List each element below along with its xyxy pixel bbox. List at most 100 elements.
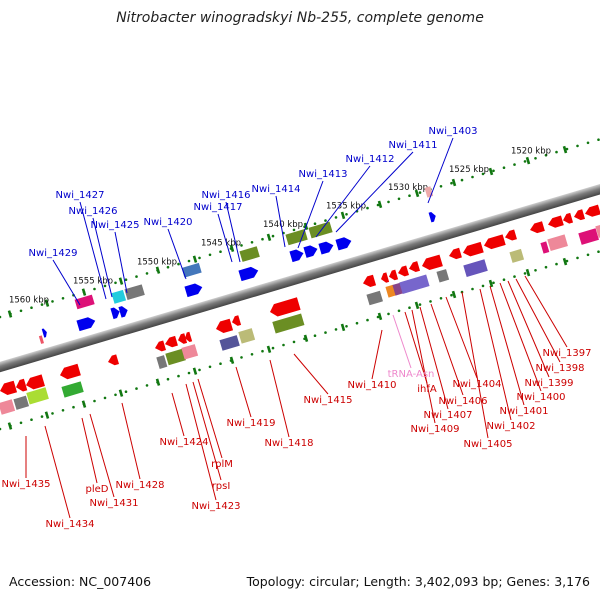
reverse-gene-arrow xyxy=(409,261,421,273)
ruler-dot xyxy=(114,393,117,397)
category-block xyxy=(61,381,84,398)
leader-line xyxy=(524,275,568,348)
forward-gene-arrow xyxy=(428,212,436,223)
gene-label: Nwi_1418 xyxy=(265,438,314,449)
forward-gene-arrow xyxy=(303,245,318,258)
ruler-dot xyxy=(0,315,2,319)
ruler-dot xyxy=(324,331,327,334)
gene-label: Nwi_1398 xyxy=(536,363,585,374)
ruler-dot xyxy=(597,138,600,141)
reverse-gene-arrow xyxy=(165,335,178,348)
reverse-gene-arrow xyxy=(0,380,18,396)
leader-line xyxy=(197,378,223,459)
forward-gene-arrow xyxy=(110,307,120,320)
category-block xyxy=(595,224,600,238)
ruler-dot xyxy=(523,272,527,275)
ruler-label: 1540 kbp xyxy=(263,220,303,230)
topology-label: Topology: circular; Length: 3,402,093 bp… xyxy=(246,574,590,589)
leader-line xyxy=(404,311,428,384)
ruler-dot xyxy=(429,300,432,303)
ruler-tick xyxy=(525,268,531,277)
ruler-dot xyxy=(198,368,201,372)
leader-line xyxy=(275,195,286,248)
leader-line xyxy=(293,353,329,395)
ruler-tick xyxy=(488,279,494,288)
ruler-dot xyxy=(51,300,54,303)
category-block xyxy=(124,284,145,300)
leader-line xyxy=(335,151,414,233)
ruler-tick xyxy=(377,200,383,209)
gene-label: Nwi_1424 xyxy=(160,437,209,448)
ruler-dot xyxy=(219,250,222,253)
ruler-label: 1545 kbp xyxy=(201,239,241,249)
ruler-label: 1520 kbp xyxy=(511,147,551,157)
ruler-dot xyxy=(534,269,537,272)
gene-label: Nwi_1397 xyxy=(543,348,592,359)
reverse-gene-arrow xyxy=(563,212,574,224)
ruler-dot xyxy=(240,244,243,247)
gene-label: Nwi_1431 xyxy=(90,498,139,509)
leader-line xyxy=(411,309,436,424)
ruler-dot xyxy=(408,306,411,310)
ruler-label: 1555 kbp xyxy=(73,276,113,286)
ruler-tick xyxy=(451,290,457,299)
forward-gene-arrow xyxy=(289,249,304,263)
ruler-dot xyxy=(555,262,558,266)
reverse-gene-arrow xyxy=(108,354,120,366)
ruler-dot xyxy=(544,153,548,157)
ruler-dot xyxy=(502,278,506,282)
leader-line xyxy=(114,231,128,294)
gene-label: rpsI xyxy=(212,481,231,492)
leader-line xyxy=(52,259,81,306)
figure-title: Nitrobacter winogradskyi Nb-255, complet… xyxy=(116,10,484,26)
label-leader-lines xyxy=(25,137,568,519)
category-block xyxy=(509,248,525,263)
reverse-gene-arrow xyxy=(505,229,517,241)
ruler-dot xyxy=(61,297,65,300)
ruler-dot xyxy=(93,287,96,291)
leader-line xyxy=(225,201,241,263)
gene-label: Nwi_1427 xyxy=(56,190,105,201)
ruler-dot xyxy=(324,219,327,222)
category-block xyxy=(111,289,127,304)
gene-label: Nwi_1429 xyxy=(29,248,78,259)
ruler-dot xyxy=(502,166,506,169)
category-block xyxy=(540,241,550,254)
ruler-dot xyxy=(481,284,485,288)
ruler-dot xyxy=(334,328,338,331)
leader-line xyxy=(167,228,187,280)
ruler-dot xyxy=(219,362,222,366)
genome-backbone xyxy=(0,166,600,381)
reverse-gene-arrow xyxy=(548,215,564,228)
category-block xyxy=(13,395,30,410)
ruler-label: 1530 kbp xyxy=(388,183,428,193)
ruler-dot xyxy=(166,377,170,381)
ruler-dot xyxy=(292,228,296,232)
reverse-gene-arrow xyxy=(185,331,193,343)
gene-label: ihfA xyxy=(417,384,437,395)
ruler-label: 1525 kbp xyxy=(449,165,489,175)
reverse-gene-arrow xyxy=(484,234,506,250)
ruler-dot xyxy=(261,237,264,241)
leader-line xyxy=(499,282,542,392)
reverse-gene-arrow xyxy=(398,265,410,277)
gene-label: Nwi_1400 xyxy=(517,392,566,403)
category-block xyxy=(578,228,599,245)
category-block xyxy=(181,262,202,278)
ruler-dot xyxy=(103,396,107,400)
ruler-label: 1535 kbp xyxy=(326,202,366,212)
ruler-dot xyxy=(250,353,254,356)
ruler-dot xyxy=(397,197,401,201)
gene-label: Nwi_1415 xyxy=(304,395,353,406)
reverse-gene-arrow xyxy=(178,333,188,344)
ruler-dot xyxy=(334,216,338,219)
leader-line xyxy=(419,306,449,410)
leader-line xyxy=(79,201,107,300)
ruler-tick xyxy=(562,257,568,266)
leader-line xyxy=(392,314,412,369)
gene-label: Nwi_1416 xyxy=(202,190,251,201)
forward-gene-arrow xyxy=(184,283,203,298)
ruler-dot xyxy=(177,374,180,378)
category-block xyxy=(366,290,383,306)
ruler-tick xyxy=(7,310,13,318)
